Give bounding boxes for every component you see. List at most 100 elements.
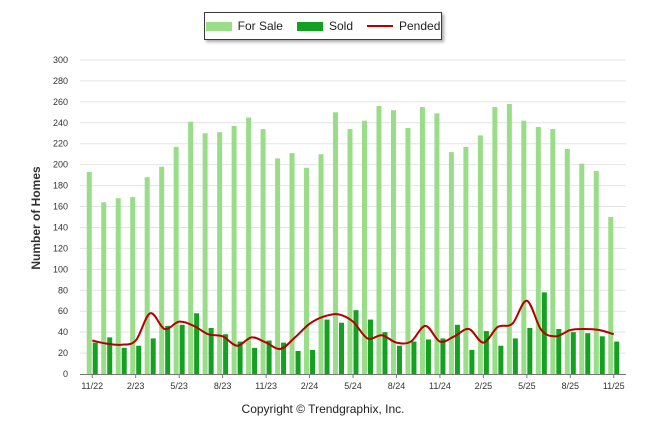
x-tick-label: 11/23 bbox=[255, 381, 277, 391]
for-sale-bar bbox=[115, 198, 121, 374]
sold-bar bbox=[585, 333, 591, 374]
sold-bar bbox=[107, 337, 113, 374]
sold-bar bbox=[570, 332, 576, 374]
y-tick-label: 80 bbox=[58, 285, 68, 295]
y-tick-label: 120 bbox=[53, 243, 68, 253]
sold-bar bbox=[208, 327, 214, 374]
sold-bar bbox=[281, 342, 287, 374]
sold-bar bbox=[324, 319, 330, 374]
x-tick-label: 11/25 bbox=[603, 381, 625, 391]
sold-bar bbox=[150, 338, 156, 374]
for-sale-bar bbox=[361, 120, 367, 374]
for-sale-bar bbox=[434, 113, 440, 374]
for-sale-bar bbox=[202, 133, 208, 374]
x-tick-label: 5/23 bbox=[170, 381, 188, 391]
x-tick-label: 11/24 bbox=[429, 381, 451, 391]
sold-bar bbox=[556, 328, 562, 374]
legend-swatch-pended bbox=[367, 25, 393, 27]
sold-bar bbox=[339, 322, 345, 374]
for-sale-bar bbox=[304, 167, 310, 374]
sold-bar bbox=[512, 338, 518, 374]
sold-bar bbox=[454, 324, 460, 374]
for-sale-bar bbox=[318, 154, 324, 374]
y-tick-label: 0 bbox=[63, 369, 68, 379]
legend-swatch-for-sale bbox=[205, 21, 232, 31]
x-tick-label: 2/25 bbox=[475, 381, 493, 391]
y-tick-label: 280 bbox=[53, 76, 68, 86]
sold-bar bbox=[252, 347, 258, 374]
for-sale-bar bbox=[550, 129, 556, 374]
for-sale-bar bbox=[217, 132, 223, 374]
y-tick-label: 200 bbox=[53, 160, 68, 170]
y-tick-label: 60 bbox=[58, 306, 68, 316]
for-sale-bar bbox=[275, 158, 281, 374]
legend-item-sold: Sold bbox=[296, 19, 353, 33]
x-tick-label: 8/23 bbox=[214, 381, 232, 391]
sold-bar bbox=[179, 324, 185, 374]
legend: For Sale Sold Pended bbox=[204, 12, 442, 40]
x-axis-ticks: 11/22 2/23 5/23 8/23 11/23 2/24 5/24 8/24 11/24 2… bbox=[81, 374, 625, 391]
legend-item-for-sale: For Sale bbox=[205, 19, 283, 33]
for-sale-bar bbox=[347, 129, 353, 374]
x-tick-label: 5/25 bbox=[518, 381, 536, 391]
for-sale-bar bbox=[144, 177, 150, 374]
sold-bar bbox=[440, 338, 446, 374]
sold-bar bbox=[165, 325, 171, 374]
sold-bar bbox=[382, 332, 388, 374]
y-tick-label: 40 bbox=[58, 327, 68, 337]
sold-bar bbox=[614, 341, 620, 374]
for-sale-bar bbox=[419, 107, 425, 374]
for-sale-bar bbox=[260, 129, 266, 374]
x-tick-label: 5/24 bbox=[344, 381, 362, 391]
y-tick-label: 160 bbox=[53, 202, 68, 212]
sold-bar bbox=[266, 340, 272, 374]
for-sale-bar bbox=[477, 135, 483, 374]
x-tick-label: 2/23 bbox=[127, 381, 145, 391]
sold-bar bbox=[223, 334, 229, 374]
sold-bar bbox=[527, 327, 533, 374]
for-sale-bar bbox=[608, 217, 614, 374]
for-sale-bar bbox=[130, 197, 136, 374]
copyright: Copyright © Trendgraphix, Inc. bbox=[241, 402, 405, 416]
sold-bar bbox=[353, 310, 359, 374]
sold-bar bbox=[469, 349, 475, 374]
for-sale-bar bbox=[463, 146, 469, 374]
for-sale-bar bbox=[159, 166, 165, 374]
sold-bar bbox=[121, 347, 127, 374]
legend-label: Pended bbox=[399, 19, 441, 33]
for-sale-bar bbox=[405, 128, 411, 374]
y-axis-ticks: 0 20 40 60 80 100 120 140 160 180 200 220 240 260 280 3… bbox=[53, 55, 68, 379]
for-sale-bar bbox=[188, 121, 194, 375]
x-tick-label: 8/25 bbox=[562, 381, 580, 391]
for-sale-bar bbox=[390, 110, 396, 375]
sold-bar bbox=[92, 342, 98, 374]
for-sale-bar bbox=[564, 148, 570, 374]
for-sale-bar bbox=[231, 125, 237, 374]
legend-label: For Sale bbox=[237, 19, 283, 33]
for-sale-bar bbox=[535, 126, 541, 374]
sold-bar bbox=[411, 341, 417, 374]
sold-bar bbox=[194, 313, 200, 374]
for-sale-bar bbox=[333, 112, 339, 374]
sold-bar bbox=[599, 336, 605, 374]
for-sale-bar bbox=[86, 171, 92, 374]
x-tick-label: 11/22 bbox=[81, 381, 103, 391]
y-tick-label: 140 bbox=[53, 222, 68, 232]
for-sale-bar bbox=[289, 153, 295, 374]
for-sale-bar bbox=[506, 103, 512, 375]
y-tick-label: 220 bbox=[53, 139, 68, 149]
y-tick-label: 240 bbox=[53, 118, 68, 128]
sold-bar bbox=[396, 345, 402, 374]
legend-swatch-sold bbox=[296, 21, 323, 31]
y-tick-label: 20 bbox=[58, 348, 68, 358]
for-sale-bar bbox=[376, 106, 382, 374]
legend-label: Sold bbox=[328, 19, 353, 33]
x-tick-label: 2/24 bbox=[301, 381, 319, 391]
for-sale-bar bbox=[593, 170, 599, 374]
for-sale-bar bbox=[448, 152, 454, 374]
for-sale-bars bbox=[86, 103, 614, 375]
for-sale-bar bbox=[173, 146, 179, 374]
y-tick-label: 180 bbox=[53, 181, 68, 191]
sold-bar bbox=[237, 341, 243, 374]
